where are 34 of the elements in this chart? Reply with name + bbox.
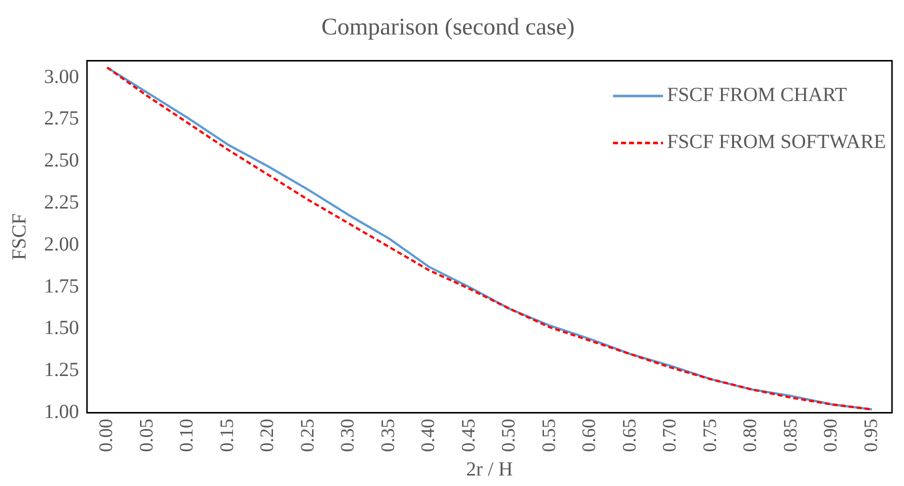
chart-title: Comparison (second case)	[321, 14, 575, 41]
y-tick-label: 1.00	[44, 401, 79, 423]
y-tick-label: 2.50	[44, 150, 79, 172]
x-tick-label: 0.00	[96, 418, 118, 452]
x-tick-label: 0.65	[619, 418, 640, 452]
x-tick-label: 0.45	[458, 418, 480, 452]
y-axis-title: FSCF	[8, 213, 30, 260]
x-tick-label: 0.75	[700, 418, 721, 452]
x-axis-title: 2r / H	[466, 458, 513, 480]
x-tick-label: 0.90	[820, 418, 842, 452]
y-tick-label: 1.75	[44, 275, 79, 298]
y-tick-label: 1.50	[44, 317, 79, 340]
y-tick-label: 3.00	[44, 66, 79, 88]
y-tick-label: 2.25	[44, 192, 79, 214]
x-tick-label: 0.55	[538, 418, 560, 452]
x-tick-label: 0.30	[338, 418, 359, 452]
x-tick-label: 0.85	[780, 418, 802, 452]
legend-label: FSCF FROM SOFTWARE	[667, 131, 886, 154]
x-tick-label: 0.15	[216, 418, 238, 452]
x-tick-label: 0.95	[860, 418, 882, 452]
x-tick-label: 0.60	[579, 418, 600, 452]
x-tick-label: 0.10	[176, 418, 198, 452]
x-tick-label: 0.35	[378, 418, 399, 452]
x-tick-label: 0.25	[297, 418, 318, 452]
y-tick-label: 1.25	[44, 359, 79, 382]
x-tick-label: 0.80	[740, 418, 762, 452]
legend-label: FSCF FROM CHART	[667, 84, 848, 107]
x-tick-label: 0.70	[660, 418, 681, 452]
x-tick-label: 0.40	[418, 418, 440, 452]
y-tick-label: 2.75	[44, 108, 79, 130]
x-tick-label: 0.50	[498, 418, 520, 452]
x-tick-label: 0.20	[257, 418, 278, 452]
x-tick-label: 0.05	[136, 418, 158, 452]
y-tick-label: 2.00	[44, 233, 79, 256]
